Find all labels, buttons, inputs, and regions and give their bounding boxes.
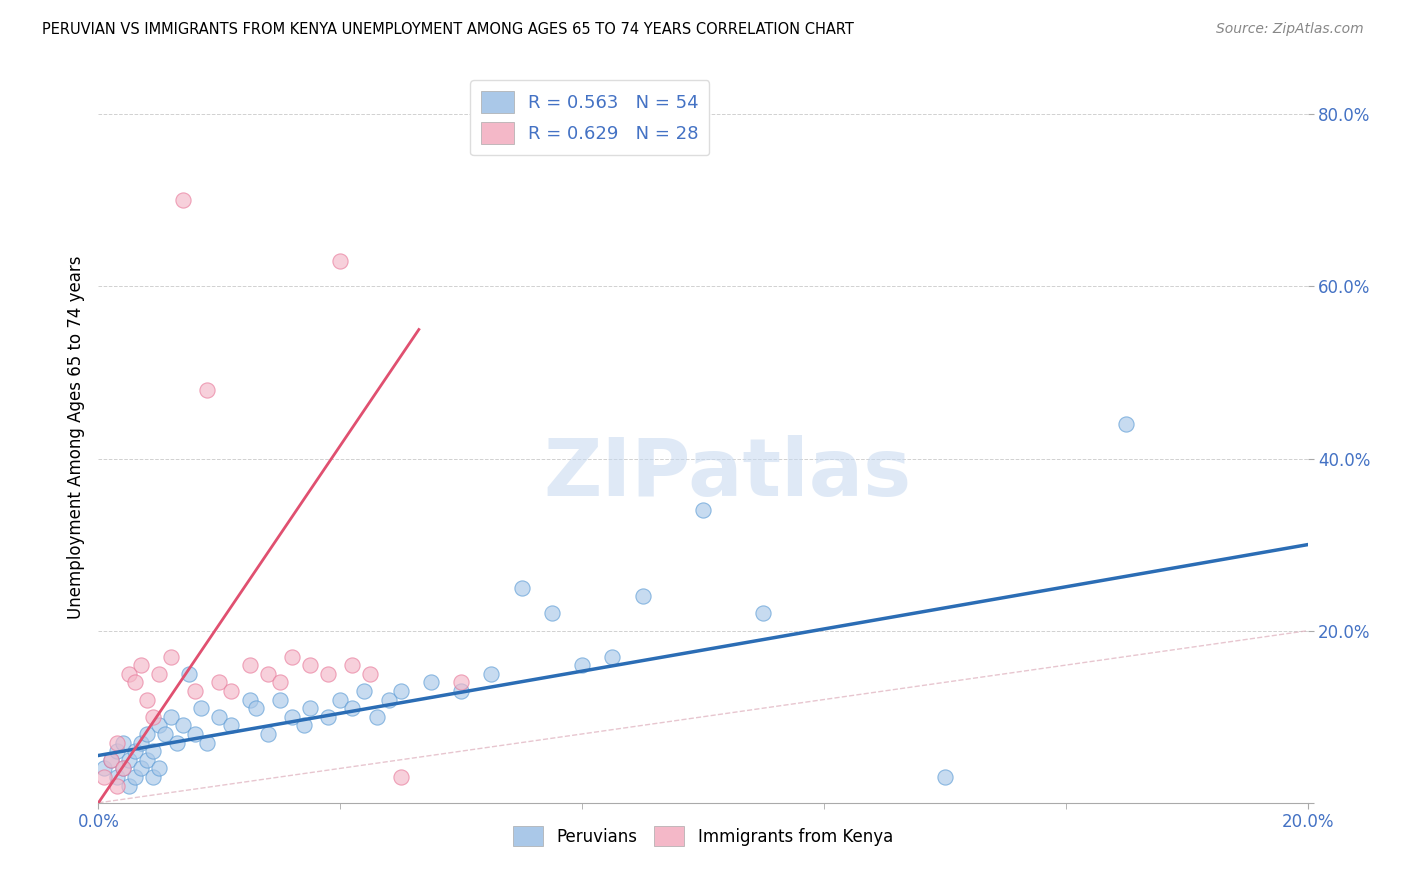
Point bbox=[752, 607, 775, 621]
Point bbox=[135, 727, 157, 741]
Point bbox=[160, 710, 183, 724]
Point bbox=[148, 666, 170, 681]
Point bbox=[353, 684, 375, 698]
Point bbox=[208, 675, 231, 690]
Point bbox=[269, 692, 291, 706]
Point bbox=[166, 735, 188, 749]
Point bbox=[105, 735, 128, 749]
Point bbox=[129, 735, 152, 749]
Point bbox=[124, 770, 146, 784]
Point bbox=[221, 684, 243, 698]
Point bbox=[342, 701, 364, 715]
Point bbox=[420, 675, 443, 690]
Point bbox=[239, 658, 262, 673]
Point bbox=[105, 770, 128, 784]
Point bbox=[124, 675, 146, 690]
Point bbox=[377, 692, 399, 706]
Point bbox=[184, 684, 207, 698]
Point bbox=[299, 658, 322, 673]
Point bbox=[281, 649, 304, 664]
Text: ZIPatlas: ZIPatlas bbox=[543, 434, 911, 513]
Text: PERUVIAN VS IMMIGRANTS FROM KENYA UNEMPLOYMENT AMONG AGES 65 TO 74 YEARS CORRELA: PERUVIAN VS IMMIGRANTS FROM KENYA UNEMPL… bbox=[42, 22, 853, 37]
Point bbox=[239, 692, 262, 706]
Point bbox=[316, 710, 339, 724]
Point bbox=[450, 684, 472, 698]
Point bbox=[111, 761, 134, 775]
Point bbox=[100, 753, 122, 767]
Point bbox=[100, 753, 122, 767]
Point bbox=[389, 770, 412, 784]
Point bbox=[179, 666, 201, 681]
Point bbox=[481, 666, 503, 681]
Point bbox=[221, 718, 243, 732]
Point bbox=[93, 770, 115, 784]
Point bbox=[135, 753, 157, 767]
Point bbox=[142, 710, 165, 724]
Point bbox=[124, 744, 146, 758]
Point bbox=[316, 666, 339, 681]
Point bbox=[129, 761, 152, 775]
Point bbox=[105, 779, 128, 793]
Point bbox=[105, 744, 128, 758]
Point bbox=[111, 761, 134, 775]
Point bbox=[389, 684, 412, 698]
Point bbox=[195, 383, 218, 397]
Point bbox=[135, 692, 157, 706]
Point bbox=[342, 658, 364, 673]
Point bbox=[118, 753, 141, 767]
Point bbox=[118, 779, 141, 793]
Point bbox=[172, 194, 194, 208]
Point bbox=[148, 761, 170, 775]
Point bbox=[292, 718, 315, 732]
Point bbox=[118, 666, 141, 681]
Point bbox=[510, 581, 533, 595]
Point bbox=[93, 761, 115, 775]
Point bbox=[129, 658, 152, 673]
Point bbox=[160, 649, 183, 664]
Point bbox=[142, 770, 165, 784]
Y-axis label: Unemployment Among Ages 65 to 74 years: Unemployment Among Ages 65 to 74 years bbox=[66, 255, 84, 619]
Point bbox=[111, 735, 134, 749]
Point bbox=[329, 253, 352, 268]
Point bbox=[602, 649, 624, 664]
Point bbox=[360, 666, 382, 681]
Point bbox=[631, 589, 654, 603]
Legend: Peruvians, Immigrants from Kenya: Peruvians, Immigrants from Kenya bbox=[506, 820, 900, 853]
Point bbox=[172, 718, 194, 732]
Point bbox=[540, 607, 562, 621]
Point bbox=[195, 735, 218, 749]
Point bbox=[256, 727, 278, 741]
Point bbox=[571, 658, 593, 673]
Point bbox=[450, 675, 472, 690]
Point bbox=[281, 710, 304, 724]
Point bbox=[184, 727, 207, 741]
Point bbox=[148, 718, 170, 732]
Point bbox=[934, 770, 956, 784]
Text: Source: ZipAtlas.com: Source: ZipAtlas.com bbox=[1216, 22, 1364, 37]
Point bbox=[190, 701, 212, 715]
Point bbox=[153, 727, 176, 741]
Point bbox=[299, 701, 322, 715]
Point bbox=[1115, 417, 1137, 432]
Point bbox=[256, 666, 278, 681]
Point bbox=[245, 701, 267, 715]
Point bbox=[269, 675, 291, 690]
Point bbox=[329, 692, 352, 706]
Point bbox=[208, 710, 231, 724]
Point bbox=[142, 744, 165, 758]
Point bbox=[692, 503, 714, 517]
Point bbox=[366, 710, 388, 724]
